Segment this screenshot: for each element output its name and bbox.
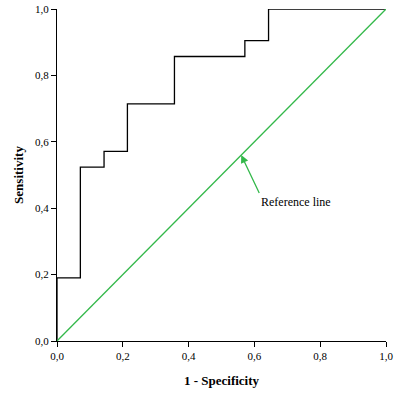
svg-text:0,6: 0,6 xyxy=(35,136,49,148)
svg-text:0,0: 0,0 xyxy=(35,335,49,347)
svg-text:1 - Specificity: 1 - Specificity xyxy=(184,373,260,388)
svg-text:0,8: 0,8 xyxy=(35,69,49,81)
svg-text:Reference line: Reference line xyxy=(261,195,331,209)
svg-text:0,2: 0,2 xyxy=(116,350,130,362)
svg-text:1,0: 1,0 xyxy=(35,3,49,15)
svg-text:Sensitivity: Sensitivity xyxy=(11,146,26,204)
svg-text:0,2: 0,2 xyxy=(35,268,49,280)
svg-text:0,8: 0,8 xyxy=(313,350,327,362)
svg-text:0,6: 0,6 xyxy=(248,350,262,362)
svg-text:0,4: 0,4 xyxy=(35,202,49,214)
svg-text:0,0: 0,0 xyxy=(50,350,64,362)
svg-text:0,4: 0,4 xyxy=(182,350,196,362)
svg-text:1,0: 1,0 xyxy=(379,350,393,362)
